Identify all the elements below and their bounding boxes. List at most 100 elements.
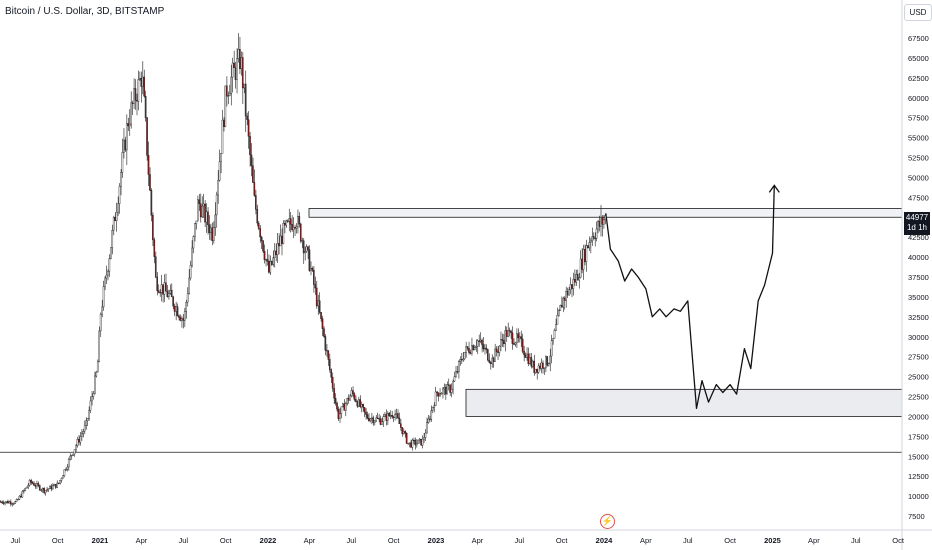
time-axis-label: Jul bbox=[179, 536, 189, 545]
candle-body bbox=[143, 76, 145, 97]
candle-body bbox=[43, 488, 45, 493]
candle-body bbox=[227, 95, 230, 97]
projection-drawing[interactable] bbox=[605, 185, 775, 410]
candle-body bbox=[584, 249, 586, 262]
candle-body bbox=[465, 346, 467, 353]
candle-body bbox=[12, 503, 15, 505]
candle-body bbox=[518, 336, 521, 339]
candle-body bbox=[176, 306, 179, 317]
candle-body bbox=[46, 489, 48, 491]
currency-button[interactable]: USD bbox=[904, 4, 932, 21]
candle-body bbox=[350, 390, 353, 397]
candle-body bbox=[365, 411, 367, 415]
candle-body bbox=[8, 501, 11, 504]
candle-body bbox=[305, 246, 308, 252]
candle-body bbox=[315, 287, 318, 307]
candle-body bbox=[349, 395, 351, 401]
candle-body bbox=[408, 442, 411, 444]
candle-body bbox=[0, 501, 2, 503]
price-axis-label: 30000 bbox=[908, 333, 929, 342]
candle-body bbox=[107, 270, 109, 276]
candle-body bbox=[249, 136, 251, 156]
candle-body bbox=[547, 363, 550, 366]
candle-body bbox=[85, 420, 87, 426]
candle-body bbox=[83, 425, 86, 432]
candle-body bbox=[239, 49, 241, 70]
candle-body bbox=[1, 501, 3, 503]
candle-body bbox=[478, 340, 480, 342]
candle-body bbox=[52, 485, 54, 490]
candle-body bbox=[178, 315, 180, 318]
candle-body bbox=[256, 209, 259, 224]
candle-body bbox=[462, 358, 464, 361]
candle-body bbox=[529, 357, 531, 364]
candle-body bbox=[160, 284, 163, 293]
candle-body bbox=[121, 152, 124, 173]
price-axis-label: 17500 bbox=[908, 432, 929, 441]
support-zone[interactable] bbox=[465, 388, 903, 417]
candle-body bbox=[404, 431, 406, 434]
candle-body bbox=[565, 291, 567, 301]
candle-body bbox=[14, 501, 16, 504]
candle-body bbox=[591, 236, 593, 242]
candle-body bbox=[578, 277, 580, 281]
candle-body bbox=[331, 376, 334, 389]
candle-body bbox=[282, 223, 285, 244]
candle-body bbox=[558, 310, 560, 316]
time-axis-label: 2022 bbox=[260, 536, 277, 545]
candle-body bbox=[418, 438, 421, 441]
candle-body bbox=[5, 501, 8, 503]
candle-body bbox=[527, 353, 530, 364]
candle-body bbox=[275, 250, 277, 255]
price-axis-label: 65000 bbox=[908, 54, 929, 63]
candles-group bbox=[0, 33, 607, 507]
time-axis-label: Oct bbox=[892, 536, 905, 545]
candle-body bbox=[194, 223, 196, 237]
candle-body bbox=[431, 407, 434, 411]
candle-body bbox=[7, 501, 9, 504]
time-axis-label: 2025 bbox=[764, 536, 781, 545]
candle-body bbox=[353, 393, 356, 400]
time-axis-label: Apr bbox=[808, 536, 820, 545]
candle-body bbox=[420, 438, 422, 446]
candle-body bbox=[72, 453, 74, 456]
candle-body bbox=[469, 352, 472, 354]
candle-body bbox=[56, 482, 58, 488]
candle-body bbox=[379, 418, 382, 425]
candle-body bbox=[539, 365, 541, 369]
price-axis-label: 12500 bbox=[908, 472, 929, 481]
candle-body bbox=[426, 422, 428, 434]
candle-body bbox=[371, 417, 373, 420]
candle-body bbox=[507, 330, 509, 337]
candle-body bbox=[397, 413, 399, 419]
candle-body bbox=[236, 58, 238, 80]
candle-body bbox=[65, 469, 67, 471]
candle-body bbox=[531, 360, 534, 367]
candle-body bbox=[340, 406, 343, 414]
candle-body bbox=[104, 277, 106, 287]
candle-body bbox=[215, 194, 218, 216]
candle-body bbox=[463, 351, 466, 360]
price-axis-label: 20000 bbox=[908, 412, 929, 421]
candle-body bbox=[70, 454, 73, 457]
candle-body bbox=[295, 226, 298, 229]
candle-body bbox=[449, 385, 451, 393]
candle-body bbox=[297, 216, 299, 228]
candle-body bbox=[446, 384, 449, 395]
candle-body bbox=[175, 306, 177, 312]
candle-body bbox=[66, 466, 69, 470]
candle-body bbox=[152, 215, 154, 241]
candle-body bbox=[415, 443, 418, 446]
candle-body bbox=[257, 222, 260, 229]
candle-body bbox=[49, 485, 51, 490]
candle-body bbox=[144, 95, 147, 118]
candle-body bbox=[254, 195, 257, 210]
candle-body bbox=[246, 115, 248, 120]
candle-body bbox=[125, 123, 128, 151]
candle-body bbox=[460, 359, 463, 361]
candle-body bbox=[173, 305, 176, 312]
candle-body bbox=[150, 190, 153, 216]
candle-body bbox=[389, 414, 392, 417]
candle-body bbox=[23, 490, 25, 492]
